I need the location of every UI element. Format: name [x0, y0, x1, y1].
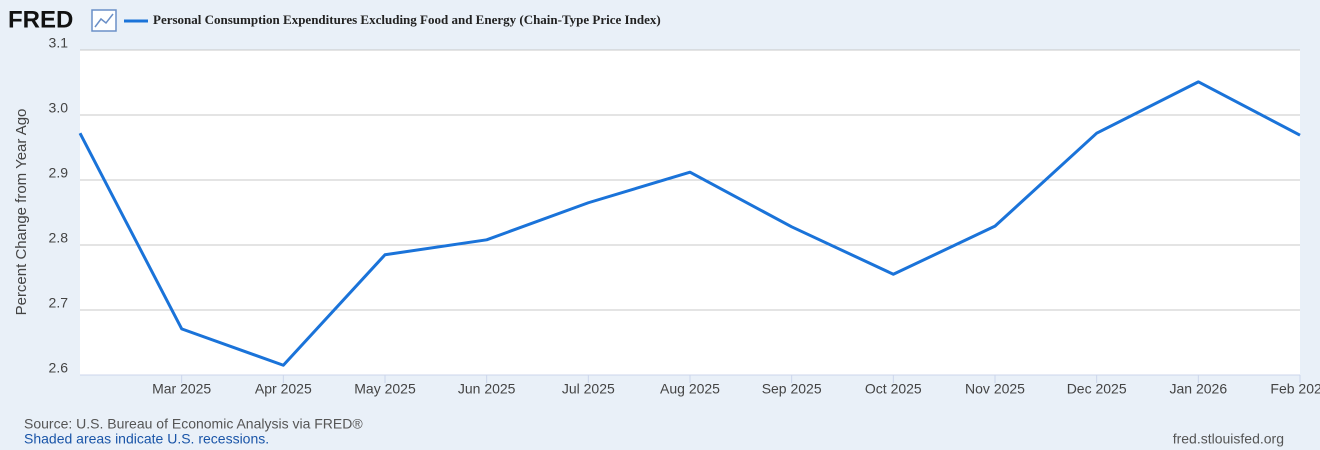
plot-area — [80, 50, 1300, 375]
x-tick-label: Jun 2025 — [458, 381, 516, 397]
y-tick-label: 2.9 — [49, 165, 69, 181]
y-tick-label: 2.8 — [49, 230, 69, 246]
x-tick-label: Mar 2025 — [152, 381, 211, 397]
x-tick-label: May 2025 — [354, 381, 416, 397]
x-tick-label: Sep 2025 — [762, 381, 822, 397]
site-url: fred.stlouisfed.org — [1173, 431, 1284, 447]
x-tick-label: Jan 2026 — [1170, 381, 1228, 397]
legend-label: Personal Consumption Expenditures Exclud… — [153, 12, 661, 27]
source-note: Source: U.S. Bureau of Economic Analysis… — [24, 416, 363, 432]
brand-logo: FRED — [8, 6, 73, 33]
logo-icon — [91, 9, 117, 32]
x-tick-label: Feb 2026 — [1270, 381, 1320, 397]
x-tick-label: Oct 2025 — [865, 381, 922, 397]
recession-note: Shaded areas indicate U.S. recessions. — [24, 431, 269, 447]
y-tick-label: 3.0 — [49, 100, 69, 116]
x-tick-label: Aug 2025 — [660, 381, 720, 397]
x-tick-label: Apr 2025 — [255, 381, 312, 397]
y-axis-label: Percent Change from Year Ago — [13, 109, 30, 316]
x-tick-label: Dec 2025 — [1067, 381, 1127, 397]
y-tick-label: 2.7 — [49, 295, 69, 311]
y-tick-label: 2.6 — [49, 360, 69, 376]
data-line — [78, 80, 1301, 367]
x-tick-label: Nov 2025 — [965, 381, 1025, 397]
y-tick-label: 3.1 — [49, 35, 69, 51]
x-tick-label: Jul 2025 — [562, 381, 615, 397]
